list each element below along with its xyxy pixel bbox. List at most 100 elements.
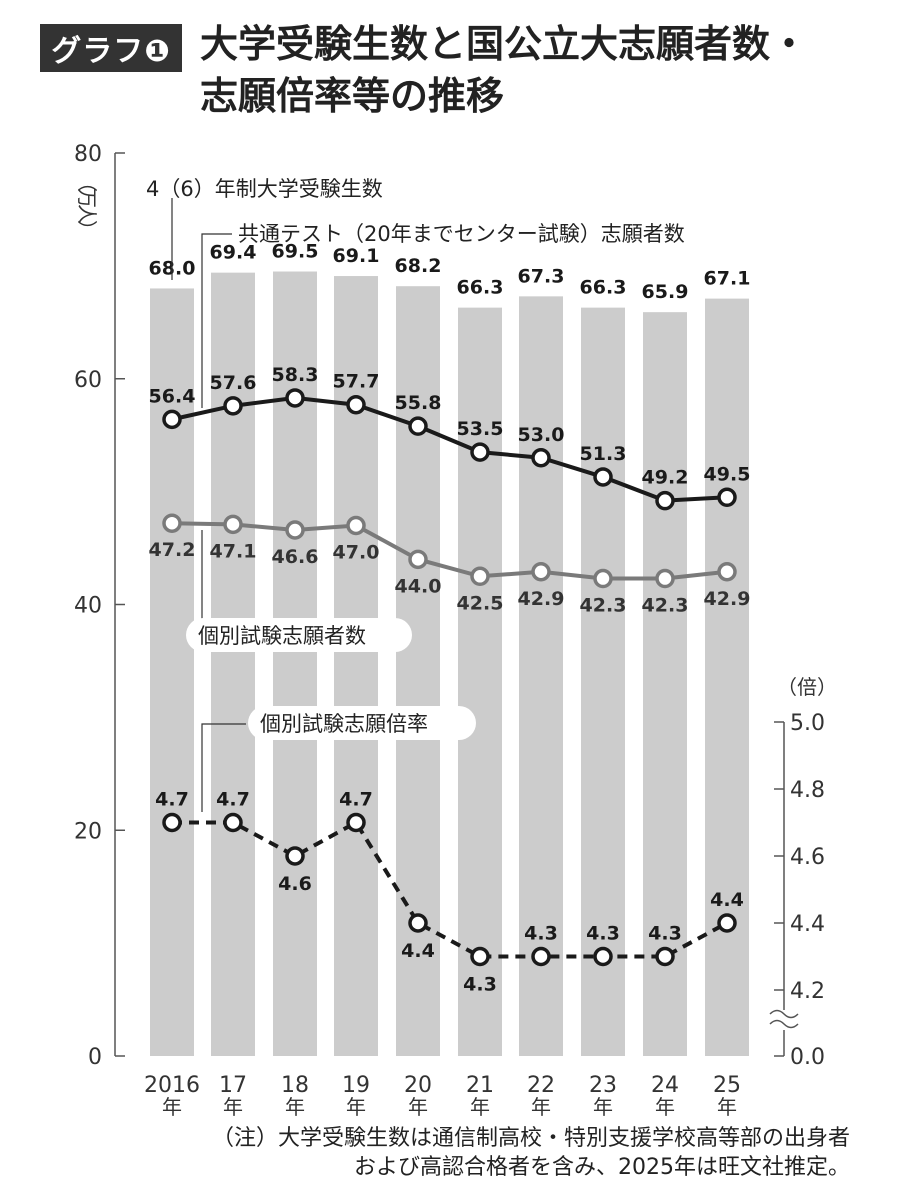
x-tick-label: 2016	[144, 1073, 200, 1098]
title-line-1: 大学受験生数と国公立大志願者数・	[200, 22, 809, 66]
series1-point-1	[223, 396, 243, 416]
series2-point-7	[593, 568, 613, 589]
series2-value-label: 42.5	[457, 592, 504, 614]
bar-value-label: 65.9	[642, 281, 689, 303]
bar-value-label: 69.5	[272, 241, 319, 263]
series2-value-label: 46.6	[272, 546, 319, 568]
series3-value-label: 4.3	[524, 923, 558, 945]
series1-point-7	[593, 467, 613, 487]
series2-point-4	[408, 549, 428, 570]
right-axis-tick-label: 4.2	[790, 979, 825, 1004]
footnote-line-1: （注）大学受験生数は通信制高校・特別支援学校高等部の出身者	[211, 1126, 850, 1151]
series3-value-label: 4.7	[216, 789, 250, 811]
series2-value-label: 42.3	[580, 595, 627, 617]
series3-value-label: 4.4	[710, 889, 744, 911]
series2-value-label: 47.0	[333, 541, 380, 563]
bar-3	[334, 276, 378, 1056]
series3-point-7	[593, 946, 613, 967]
bar-7	[581, 307, 625, 1056]
series1-point-4	[408, 416, 428, 436]
right-axis-tick-label: 5.0	[790, 711, 825, 736]
series3-value-label: 4.6	[278, 873, 312, 895]
bar-5	[458, 307, 502, 1056]
series1-value-label: 51.3	[580, 443, 627, 465]
series2-legend-label: 個別試験志願者数	[198, 624, 366, 648]
footnote-line-2: および高認合格者を含み、2025年は旺文社推定。	[354, 1155, 850, 1180]
x-tick-label-unit: 年	[531, 1095, 551, 1119]
series3-value-label: 4.7	[155, 789, 189, 811]
bar-value-label: 69.1	[333, 245, 380, 267]
series3-value-label: 4.4	[401, 940, 435, 962]
series3-legend-bg	[248, 706, 476, 740]
x-tick-label: 23	[589, 1073, 617, 1098]
left-axis-tick-label: 0	[88, 1045, 102, 1070]
series1-legend-leader	[201, 233, 232, 408]
bar-value-label: 66.3	[580, 277, 627, 299]
series2-point-3	[346, 515, 366, 536]
series3-point-4	[408, 913, 428, 933]
series1-value-label: 53.5	[457, 418, 504, 440]
series1-value-label: 49.2	[642, 467, 689, 489]
series1-point-9	[717, 487, 737, 508]
x-tick-label-unit: 年	[223, 1095, 243, 1119]
left-axis-tick-label: 60	[74, 368, 102, 393]
series2-point-0	[162, 513, 182, 533]
series1-point-5	[470, 442, 490, 462]
series2-value-label: 42.3	[642, 595, 689, 617]
series1-point-3	[346, 394, 366, 415]
series3-legend-leader	[201, 723, 246, 812]
series1-value-label: 55.8	[395, 392, 442, 414]
bar-value-label: 66.3	[457, 277, 504, 299]
x-tick-label: 25	[713, 1073, 741, 1098]
bar-8	[643, 312, 687, 1056]
series3-value-label: 4.3	[648, 923, 682, 945]
series1-value-label: 56.4	[149, 385, 196, 407]
series1-value-label: 57.7	[333, 371, 380, 393]
x-tick-label: 21	[466, 1073, 494, 1098]
series2-value-label: 47.2	[149, 539, 196, 561]
left-axis-unit-char: ）	[75, 220, 99, 240]
series2-point-1	[223, 514, 243, 535]
series3-value-label: 4.3	[586, 923, 620, 945]
series3-point-3	[346, 812, 366, 833]
right-axis-unit: （倍）	[777, 675, 837, 699]
bar-value-label: 67.3	[518, 265, 565, 287]
x-tick-label: 20	[404, 1073, 432, 1098]
series2-point-8	[655, 568, 675, 589]
axis-break-mark	[769, 1009, 799, 1029]
series3-point-2	[285, 846, 305, 866]
series3-point-1	[223, 812, 243, 833]
series1-value-label: 53.0	[518, 424, 565, 446]
series1-value-label: 49.5	[704, 463, 751, 485]
x-tick-label-unit: 年	[655, 1095, 675, 1119]
bar-9	[705, 298, 749, 1056]
bar-value-label: 67.1	[704, 268, 751, 290]
series2-point-5	[470, 566, 490, 587]
series2-line	[171, 521, 728, 581]
x-tick-label: 22	[527, 1073, 555, 1098]
series2-value-label: 44.0	[395, 575, 442, 597]
series1-point-8	[655, 490, 675, 511]
series2-legend-bg	[186, 618, 412, 652]
footnote: （注）大学受験生数は通信制高校・特別支援学校高等部の出身者 および高認合格者を含…	[160, 1124, 850, 1182]
x-tick-label-unit: 年	[593, 1095, 613, 1119]
x-tick-label-unit: 年	[346, 1095, 366, 1119]
series3-value-label: 4.3	[463, 974, 497, 996]
series3-legend-label: 個別試験志願倍率	[260, 712, 428, 736]
series3-point-0	[162, 812, 182, 833]
series1-point-0	[162, 409, 182, 430]
bar-6	[519, 296, 563, 1056]
series1-line	[171, 395, 728, 503]
series1-legend-label: 共通テスト（20年までセンター試験）志願者数	[238, 222, 685, 246]
series2-point-2	[285, 520, 305, 540]
right-axis-tick-label: 4.8	[790, 778, 825, 803]
x-tick-label: 17	[219, 1073, 247, 1098]
bar-legend-label: 4（6）年制大学受験生数	[146, 177, 383, 201]
bar-value-label: 68.2	[395, 255, 442, 277]
series1-point-6	[531, 448, 551, 468]
left-axis-unit-char: 万	[75, 188, 99, 208]
series3-point-5	[470, 946, 490, 967]
right-axis-tick-label: 4.4	[790, 912, 825, 937]
x-tick-label-unit: 年	[162, 1095, 182, 1119]
